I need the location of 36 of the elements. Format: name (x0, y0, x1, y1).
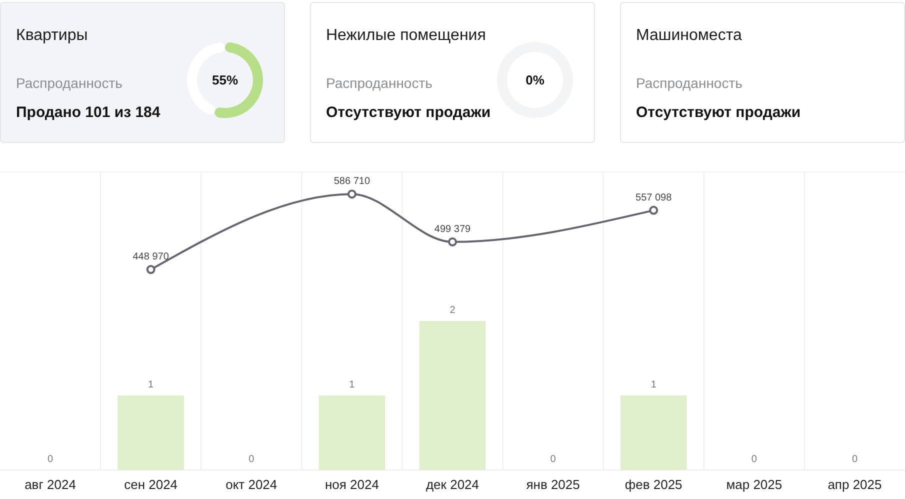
data-label: 1 (349, 380, 356, 390)
data-label: 499 379 (434, 224, 472, 235)
text: Квартиры (16, 27, 88, 44)
point (347, 190, 356, 199)
text: 55% (212, 72, 238, 88)
x-tick-label: ноя 2024 (324, 477, 379, 492)
data-label: 0 (47, 454, 54, 465)
x-tick-label: сен 2024 (124, 477, 178, 492)
data-label: 1 (650, 380, 657, 390)
text: Машиноместа (636, 27, 742, 44)
x-tick-label: мар 2025 (726, 477, 782, 492)
x-tick-label: апр 2025 (828, 477, 882, 492)
point (448, 237, 457, 246)
data-label: 557 098 (636, 192, 672, 204)
chart-title: Нежилые помещения (326, 27, 486, 44)
data-label: 0 (550, 454, 556, 465)
data-label: 2 (450, 305, 456, 316)
data-label: 448 970 (132, 252, 170, 263)
data-label: 1 (148, 380, 154, 390)
data-label: 0 (751, 454, 758, 465)
text: Распроданность (636, 75, 742, 91)
text: Отсутствуют продажи (326, 104, 491, 121)
data-label: 0 (248, 454, 255, 465)
data-label: 586 710 (334, 176, 370, 188)
x-tick-label: авг 2024 (24, 477, 76, 492)
x-tick-label: янв 2025 (526, 477, 580, 492)
data-label: 0 (852, 454, 858, 465)
text: Продано 101 из 184 (16, 104, 161, 121)
x-tick-label: окт 2024 (226, 477, 278, 492)
point (146, 265, 156, 274)
text: Распроданность (326, 75, 432, 91)
text: Распроданность (16, 75, 122, 91)
point (649, 206, 658, 215)
x-tick-label: дек 2024 (426, 477, 480, 492)
text: Отсутствуют продажи (636, 104, 801, 121)
x-tick-label: фев 2025 (624, 477, 682, 492)
